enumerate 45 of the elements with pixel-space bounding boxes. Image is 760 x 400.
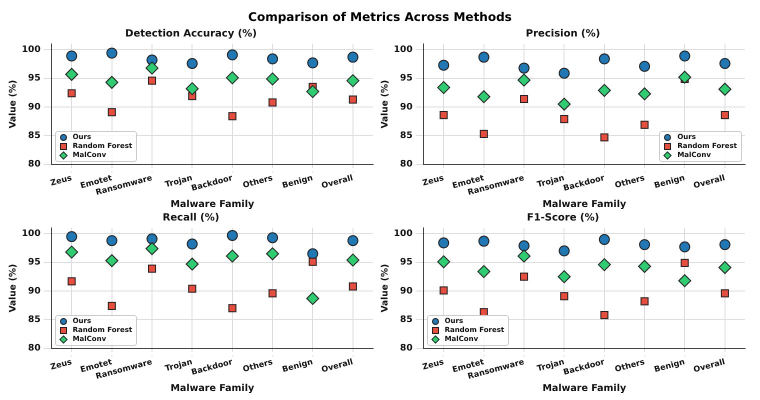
x-tick-label: Others (614, 173, 646, 190)
x-axis-title: Malware Family (542, 198, 627, 210)
x-tick-label: Zeus (421, 357, 445, 372)
y-tick-label: 80 (400, 344, 413, 354)
y-axis-title: Value (%) (380, 80, 391, 128)
y-axis-title: Value (%) (380, 264, 391, 312)
y-tick-label: 80 (28, 160, 41, 170)
chart-title: Detection Accuracy (%) (125, 28, 257, 40)
x-tick-label: Benign (653, 173, 686, 190)
y-tick-label: 100 (22, 229, 41, 240)
y-tick-label: 90 (400, 286, 413, 296)
chart-title: F1-Score (%) (526, 212, 600, 224)
x-tick-label: Zeus (49, 173, 73, 188)
chart-title: Precision (%) (526, 28, 600, 40)
text: Comparison of Metrics Across Methods (247, 9, 513, 26)
x-tick-label: Benign (281, 357, 314, 374)
y-tick-label: 95 (28, 258, 41, 268)
y-axis-title: Value (%) (8, 80, 19, 128)
y-tick-label: 95 (400, 74, 413, 84)
y-tick-label: 90 (400, 102, 413, 112)
y-tick-label: 85 (400, 131, 413, 142)
y-tick-label: 100 (22, 45, 41, 56)
chart-title: Recall (%) (162, 212, 220, 224)
x-tick-label: Benign (653, 357, 686, 374)
x-tick-label: Others (242, 173, 274, 190)
y-tick-label: 85 (28, 131, 41, 142)
x-axis-title: Malware Family (170, 198, 255, 210)
y-tick-label: 80 (400, 160, 413, 170)
x-tick-label: Zeus (421, 173, 445, 188)
y-tick-label: 100 (394, 45, 413, 56)
y-axis-title: Value (%) (8, 264, 19, 312)
y-tick-label: 95 (400, 258, 413, 268)
y-tick-label: 90 (28, 102, 41, 112)
y-tick-label: 80 (28, 344, 41, 354)
y-tick-label: 90 (28, 286, 41, 296)
x-tick-label: Others (614, 357, 646, 374)
x-tick-label: Others (242, 357, 274, 374)
y-tick-label: 100 (394, 229, 413, 240)
x-axis-title: Malware Family (170, 382, 255, 394)
y-tick-label: 85 (28, 315, 41, 326)
y-tick-label: 85 (400, 315, 413, 326)
x-tick-label: Benign (281, 173, 314, 190)
x-tick-label: Zeus (49, 357, 73, 372)
x-axis-title: Malware Family (542, 382, 627, 394)
y-tick-label: 95 (28, 74, 41, 84)
